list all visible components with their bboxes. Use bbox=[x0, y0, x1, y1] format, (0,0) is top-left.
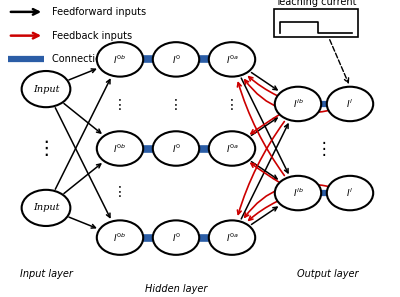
Text: Input: Input bbox=[33, 85, 59, 94]
Text: Input: Input bbox=[33, 203, 59, 212]
Text: $I^{lb}$: $I^{lb}$ bbox=[292, 98, 304, 110]
Circle shape bbox=[209, 42, 255, 77]
Text: $I^{0a}$: $I^{0a}$ bbox=[226, 53, 238, 66]
Text: ⋮: ⋮ bbox=[316, 140, 332, 157]
Circle shape bbox=[22, 190, 70, 226]
Text: Teaching current: Teaching current bbox=[275, 0, 357, 7]
Text: ⋮: ⋮ bbox=[113, 184, 127, 199]
Text: Output layer: Output layer bbox=[297, 269, 359, 279]
Circle shape bbox=[153, 42, 199, 77]
Circle shape bbox=[275, 176, 321, 210]
Text: $I^{0b}$: $I^{0b}$ bbox=[114, 53, 126, 66]
Text: $I^{0}$: $I^{0}$ bbox=[172, 231, 180, 244]
Circle shape bbox=[327, 176, 373, 210]
Text: Feedforward inputs: Feedforward inputs bbox=[52, 7, 146, 17]
Text: Input layer: Input layer bbox=[20, 269, 72, 279]
Circle shape bbox=[275, 87, 321, 121]
Text: $I^{l}$: $I^{l}$ bbox=[346, 187, 354, 199]
Text: $I^{0}$: $I^{0}$ bbox=[172, 53, 180, 66]
Text: ⋮: ⋮ bbox=[113, 98, 127, 113]
Text: $I^{0b}$: $I^{0b}$ bbox=[114, 231, 126, 244]
Circle shape bbox=[97, 131, 143, 166]
Circle shape bbox=[153, 220, 199, 255]
Text: Hidden layer: Hidden layer bbox=[145, 284, 207, 294]
Circle shape bbox=[22, 71, 70, 107]
Text: Connections between MLIF: Connections between MLIF bbox=[52, 54, 184, 64]
Text: $I^{l}$: $I^{l}$ bbox=[346, 98, 354, 110]
Bar bbox=[274, 9, 358, 37]
Circle shape bbox=[97, 220, 143, 255]
Text: $I^{0}$: $I^{0}$ bbox=[172, 142, 180, 155]
Text: $I^{0b}$: $I^{0b}$ bbox=[114, 142, 126, 155]
Text: $I^{0a}$: $I^{0a}$ bbox=[226, 142, 238, 155]
Text: Feedback inputs: Feedback inputs bbox=[52, 31, 132, 41]
Circle shape bbox=[209, 131, 255, 166]
Circle shape bbox=[327, 87, 373, 121]
Text: $I^{0a}$: $I^{0a}$ bbox=[226, 231, 238, 244]
Circle shape bbox=[97, 42, 143, 77]
Text: $I^{lb}$: $I^{lb}$ bbox=[292, 187, 304, 199]
Text: ⋮: ⋮ bbox=[225, 98, 239, 113]
Text: ⋮: ⋮ bbox=[169, 98, 183, 113]
Text: ⋮: ⋮ bbox=[36, 139, 56, 158]
Circle shape bbox=[153, 131, 199, 166]
Circle shape bbox=[209, 220, 255, 255]
